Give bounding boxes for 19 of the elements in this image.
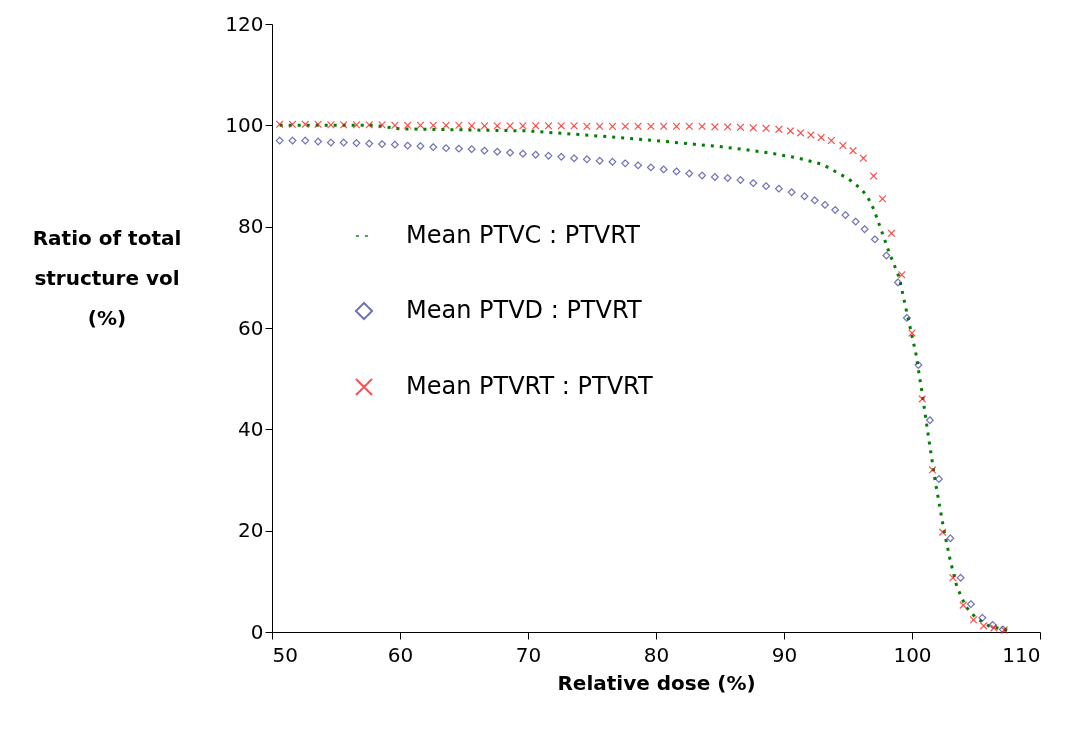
y-tick-label: 80 — [238, 214, 264, 239]
x-axis-title: Relative dose (%) — [557, 670, 756, 695]
x-tick-label: 100 — [893, 642, 932, 667]
x-tick-label: 50 — [272, 642, 298, 667]
x-tick-label: 70 — [515, 642, 542, 667]
legend-label: Mean PTVRT : PTVRT — [406, 372, 653, 400]
y-tick-label: 0 — [250, 619, 264, 644]
x-tick-label: 80 — [643, 642, 670, 667]
y-tick-label: 120 — [225, 11, 264, 36]
y-tick-label: 20 — [238, 518, 264, 543]
y-tick-label: 60 — [238, 315, 264, 340]
x-tick-label: 90 — [771, 642, 798, 667]
y-axis-title: Ratio of total structure vol (%) — [32, 226, 182, 331]
y-tick-label: 40 — [238, 416, 264, 441]
legend-label: Mean PTVD : PTVRT — [406, 296, 642, 324]
x-tick-label: 110 — [1002, 642, 1041, 667]
y-tick-label: 100 — [225, 112, 264, 137]
x-tick-label: 60 — [387, 642, 414, 667]
legend-label: Mean PTVC : PTVRT — [406, 221, 641, 249]
